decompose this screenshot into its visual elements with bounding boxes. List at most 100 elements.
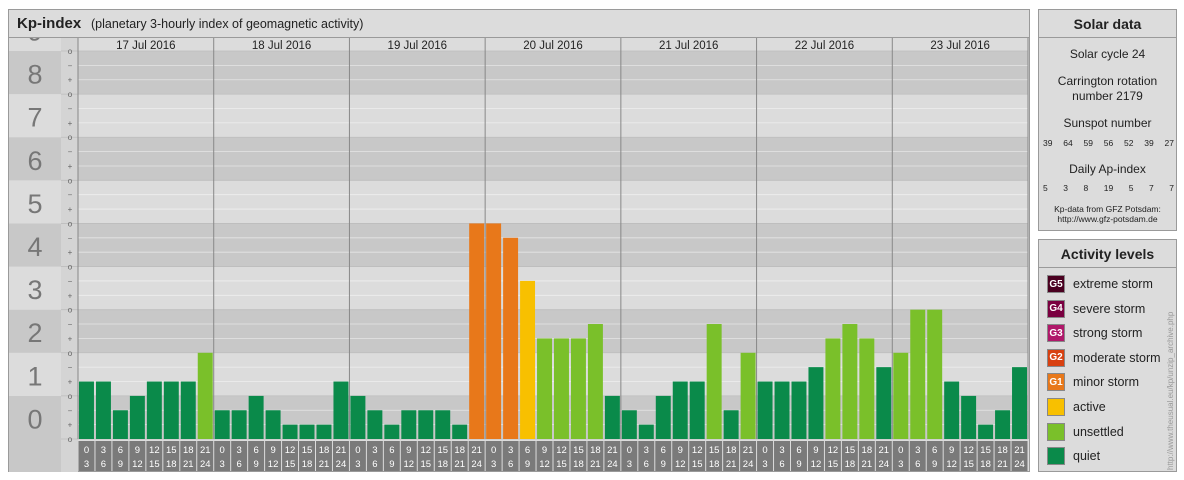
sunspot-value: 59 xyxy=(1083,138,1093,148)
kp-bar xyxy=(299,424,315,439)
hour-start-label: 0 xyxy=(355,445,360,456)
kp-bar-chart: 0123456789o+−o+−o+−o+−o+−o+−o+−o+−o+−o17… xyxy=(9,38,1029,472)
sunspot-label: Sunspot number xyxy=(1063,116,1152,130)
hour-slot-box xyxy=(78,441,95,471)
hour-slot-box xyxy=(841,441,858,471)
kp-bar xyxy=(876,367,892,439)
hour-start-label: 15 xyxy=(573,445,584,456)
hour-start-label: 3 xyxy=(915,445,920,456)
hour-start-label: 18 xyxy=(183,445,194,456)
hour-slot-box xyxy=(807,441,824,471)
hour-end-label: 6 xyxy=(101,459,106,470)
hour-slot-box xyxy=(434,441,451,471)
kp-bar xyxy=(231,410,247,439)
hour-slot-box xyxy=(299,441,315,471)
chart-title: Kp-index xyxy=(17,15,82,32)
kp-bar xyxy=(689,381,705,439)
hour-start-label: 3 xyxy=(779,445,784,456)
hour-start-label: 12 xyxy=(556,445,567,456)
hour-end-label: 24 xyxy=(879,459,890,470)
legend-swatch: G1 xyxy=(1047,373,1065,392)
hour-slot-box xyxy=(892,441,909,471)
hour-start-label: 21 xyxy=(1014,445,1025,456)
hour-end-label: 9 xyxy=(118,459,123,470)
sunspot-value: 27 xyxy=(1164,138,1174,148)
kp-bar xyxy=(791,381,807,439)
kp-bar xyxy=(112,410,128,439)
third-mark: o xyxy=(68,306,73,315)
solar-data-title: Solar data xyxy=(1039,10,1176,38)
hour-slot-box xyxy=(587,441,604,471)
hour-slot-box xyxy=(824,441,841,471)
hour-slot-box xyxy=(1011,441,1028,471)
hour-slot-box xyxy=(536,441,553,471)
third-mark: + xyxy=(68,248,73,257)
hour-end-label: 15 xyxy=(149,459,160,470)
third-mark: + xyxy=(68,119,73,128)
kp-bar xyxy=(95,381,111,439)
hour-slot-box xyxy=(451,441,468,471)
hour-slot-box xyxy=(383,441,400,471)
kp-bar xyxy=(825,338,841,439)
hour-slot-box xyxy=(332,441,349,471)
hour-slot-box xyxy=(366,441,383,471)
kp-bar xyxy=(520,280,536,439)
chart-subtitle: (planetary 3-hourly index of geomagnetic… xyxy=(91,17,364,31)
credit-line-1: Kp-data from GFZ Potsdam: xyxy=(1054,204,1161,214)
kp-bar xyxy=(316,424,332,439)
kp-bar xyxy=(554,338,569,439)
hour-end-label: 24 xyxy=(743,459,754,470)
hour-start-label: 15 xyxy=(166,445,177,456)
hour-start-label: 15 xyxy=(437,445,448,456)
legend-item: active xyxy=(1047,398,1106,416)
hour-slot-box xyxy=(180,441,197,471)
kp-bar xyxy=(621,410,637,439)
y-tick-label: 2 xyxy=(27,318,42,348)
legend-label: minor storm xyxy=(1073,375,1139,390)
hour-slot-box xyxy=(197,441,214,471)
hour-end-label: 9 xyxy=(525,459,530,470)
kp-bar xyxy=(587,324,603,439)
kp-bar xyxy=(570,338,586,439)
hour-start-label: 18 xyxy=(319,445,330,456)
hour-end-label: 9 xyxy=(389,459,394,470)
hour-slot-box xyxy=(282,441,299,471)
hour-start-label: 6 xyxy=(932,445,937,456)
carrington-label: Carrington rotation xyxy=(1057,74,1158,88)
hour-start-label: 3 xyxy=(372,445,377,456)
hour-start-label: 0 xyxy=(762,445,767,456)
hour-slot-box xyxy=(791,441,807,471)
hour-end-label: 24 xyxy=(200,459,211,470)
hour-slot-box xyxy=(909,441,926,471)
kp-level-band-label xyxy=(9,38,61,51)
hour-start-label: 12 xyxy=(692,445,703,456)
third-mark: − xyxy=(68,104,73,113)
hour-end-label: 12 xyxy=(946,459,957,470)
hour-end-label: 3 xyxy=(84,459,89,470)
sunspot-value: 39 xyxy=(1043,138,1053,148)
hour-start-label: 18 xyxy=(862,445,873,456)
kp-bar xyxy=(248,395,264,439)
carrington-number: number 2179 xyxy=(1072,89,1143,103)
ap-index-value: 3 xyxy=(1063,183,1068,193)
third-mark: + xyxy=(68,162,73,171)
legend-item: unsettled xyxy=(1047,422,1124,441)
kp-bar xyxy=(129,395,145,439)
day-label: 19 Jul 2016 xyxy=(388,40,447,52)
hour-end-label: 6 xyxy=(915,459,920,470)
hour-start-label: 9 xyxy=(542,445,547,456)
hour-start-label: 3 xyxy=(237,445,242,456)
credit-link[interactable]: http://www.gfz-potsdam.de xyxy=(1057,214,1158,224)
kp-bar xyxy=(79,381,94,439)
hour-end-label: 18 xyxy=(709,459,720,470)
hour-end-label: 24 xyxy=(336,459,347,470)
third-mark: + xyxy=(68,205,73,214)
hour-end-label: 3 xyxy=(355,459,360,470)
kp-chart-panel: Kp-index (planetary 3-hourly index of ge… xyxy=(8,9,1030,472)
hour-end-label: 21 xyxy=(454,459,465,470)
legend-item: G1 minor storm xyxy=(1047,373,1139,392)
kp-bar xyxy=(367,410,383,439)
ap-index-value: 5 xyxy=(1043,183,1048,193)
legend-swatch xyxy=(1047,447,1065,466)
hour-start-label: 21 xyxy=(336,445,347,456)
